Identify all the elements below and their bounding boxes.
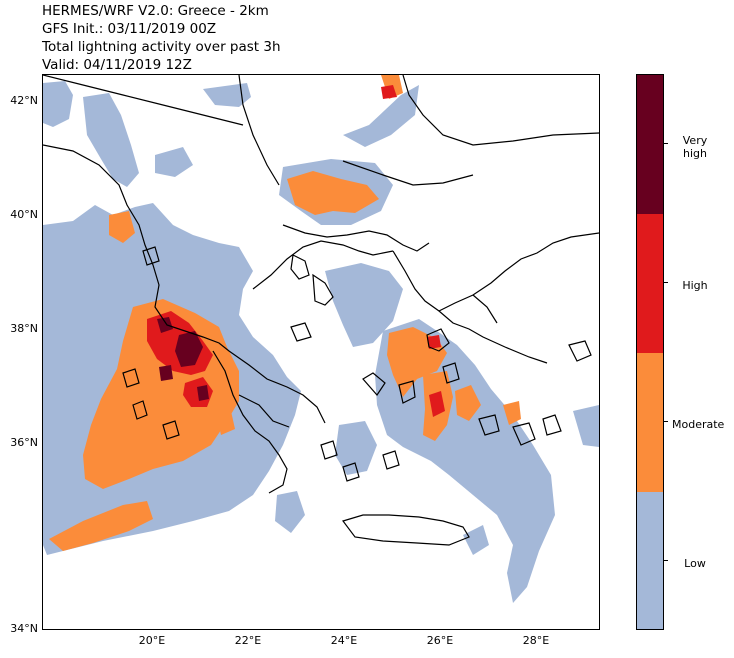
title-init: GFS Init.: 03/11/2019 00Z xyxy=(42,21,217,37)
very-high-activity-area xyxy=(157,317,209,401)
lat-label-42n: 42°N xyxy=(10,94,38,107)
lon-label-24e: 24°E xyxy=(330,634,358,647)
lat-label-38n: 38°N xyxy=(10,322,38,335)
title-variable: Total lightning activity over past 3h xyxy=(42,39,281,55)
lon-label-20e: 20°E xyxy=(138,634,166,647)
title-valid: Valid: 04/11/2019 12Z xyxy=(42,57,192,73)
coastline-borders xyxy=(43,75,599,546)
lon-label-26e: 26°E xyxy=(426,634,454,647)
colorbar-label-high: High xyxy=(682,279,708,292)
colorbar-tick-moderate xyxy=(664,421,668,422)
title-model: HERMES/WRF V2.0: Greece - 2km xyxy=(42,3,269,19)
colorbar-very-high xyxy=(637,75,663,214)
colorbar-tick-low xyxy=(664,560,668,561)
colorbar-moderate xyxy=(637,353,663,492)
lon-label-28e: 28°E xyxy=(522,634,550,647)
colorbar-tick-very-high xyxy=(664,143,668,144)
lat-label-40n: 40°N xyxy=(10,208,38,221)
map-panel xyxy=(42,74,600,630)
lat-label-34n: 34°N xyxy=(10,622,38,635)
map-title: HERMES/WRF V2.0: Greece - 2km GFS Init.:… xyxy=(42,2,281,74)
lon-label-22e: 22°E xyxy=(234,634,262,647)
colorbar xyxy=(636,74,664,630)
colorbar-label-moderate: Moderate xyxy=(672,418,725,431)
colorbar-label-very-high: Very high xyxy=(682,134,708,160)
colorbar-tick-high xyxy=(664,282,668,283)
lightning-map xyxy=(43,75,599,603)
colorbar-label-low: Low xyxy=(684,557,706,570)
colorbar-high xyxy=(637,214,663,353)
lat-label-36n: 36°N xyxy=(10,436,38,449)
colorbar-low xyxy=(637,492,663,629)
